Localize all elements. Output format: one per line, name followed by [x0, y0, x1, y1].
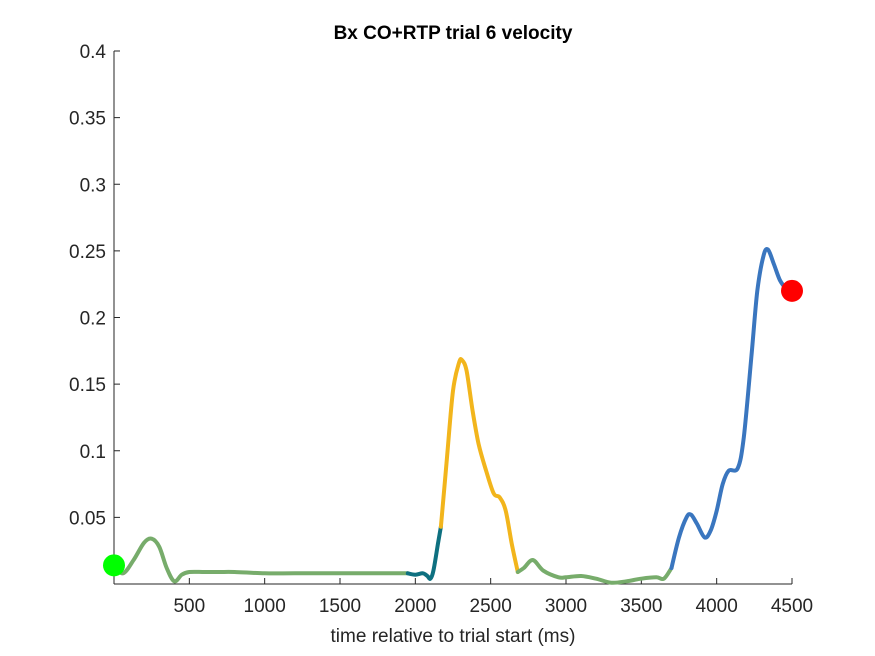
axes: 0.05 0.1 0.15 0.2 0.25 0.3 0.35 0.4 500 1000 1500…: [69, 42, 813, 617]
series-segment-5: [669, 247, 794, 570]
velocity-trace: [112, 247, 794, 585]
y-tick-label: 0.05: [69, 508, 106, 529]
x-tick-label: 3500: [620, 596, 662, 617]
x-tick-label: 1000: [244, 596, 286, 617]
x-tick-label: 1500: [319, 596, 361, 617]
x-tick-label: 3000: [545, 596, 587, 617]
x-tick-label: 2500: [470, 596, 512, 617]
end-marker: [781, 279, 803, 302]
series-segment-4: [515, 558, 674, 585]
y-tick-label: 0.3: [80, 175, 106, 196]
y-tick-label: 0.15: [69, 375, 106, 396]
y-tick-label: 0.1: [80, 442, 106, 463]
series-segment-2: [405, 524, 443, 581]
y-tick-label: 0.2: [80, 309, 106, 330]
series-segment-3: [438, 357, 520, 574]
x-tick-label: 500: [173, 596, 205, 617]
x-axis-label: time relative to trial start (ms): [331, 626, 576, 647]
event-markers: [103, 279, 803, 577]
y-axis-ticks: 0.05 0.1 0.15 0.2 0.25 0.3 0.35 0.4: [69, 42, 120, 529]
x-tick-label: 4000: [696, 596, 738, 617]
x-axis-ticks: 500 1000 1500 2000 2500 3000 3500 4000 4500: [173, 578, 813, 617]
y-tick-label: 0.4: [80, 42, 107, 63]
start-marker: [103, 554, 125, 577]
x-tick-label: 4500: [771, 596, 813, 617]
y-tick-label: 0.25: [69, 242, 106, 263]
series-segment-1: [112, 536, 410, 584]
chart-title: Bx CO+RTP trial 6 velocity: [334, 23, 573, 44]
x-tick-label: 2000: [394, 596, 436, 617]
y-tick-label: 0.35: [69, 109, 106, 130]
